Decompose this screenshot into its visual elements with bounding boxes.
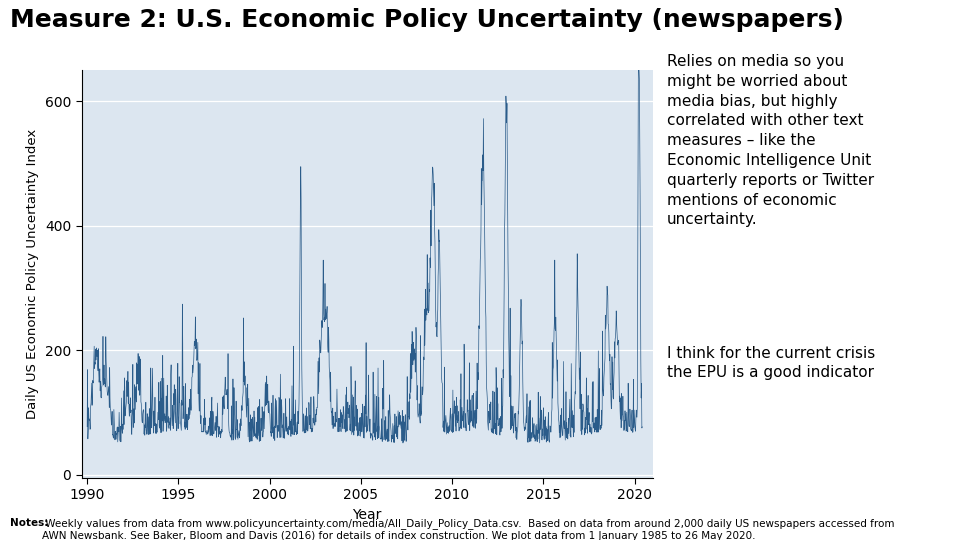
X-axis label: Year: Year bbox=[352, 508, 382, 522]
Text: Relies on media so you
might be worried about
media bias, but highly
correlated : Relies on media so you might be worried … bbox=[667, 54, 875, 227]
Text: Measure 2: U.S. Economic Policy Uncertainty (newspapers): Measure 2: U.S. Economic Policy Uncertai… bbox=[10, 8, 844, 32]
Text: Weekly values from data from www.policyuncertainty.com/media/All_Daily_Policy_Da: Weekly values from data from www.policyu… bbox=[42, 518, 895, 540]
Text: I think for the current crisis
the EPU is a good indicator: I think for the current crisis the EPU i… bbox=[667, 346, 876, 380]
Text: Notes:: Notes: bbox=[10, 518, 48, 529]
Y-axis label: Daily US Economic Policy Uncertainty Index: Daily US Economic Policy Uncertainty Ind… bbox=[26, 129, 39, 419]
